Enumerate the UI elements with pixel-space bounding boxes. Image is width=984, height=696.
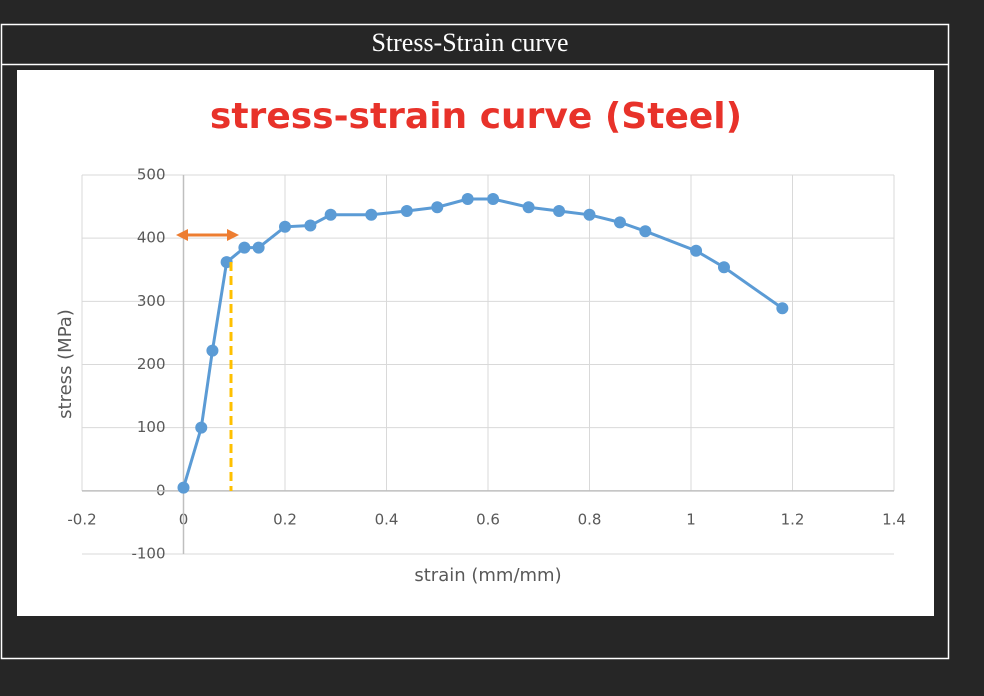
x-tick-label: 0.8	[578, 510, 602, 528]
y-tick-label: 500	[137, 166, 166, 184]
data-point	[583, 208, 596, 221]
chart-title: stress-strain curve (Steel)	[210, 96, 742, 137]
y-tick-label: 200	[137, 355, 166, 373]
plot: -1000100200300400500-0.200.20.40.60.811.…	[67, 166, 906, 563]
y-axis-title: stress (MPa)	[55, 309, 76, 419]
data-point	[238, 241, 251, 254]
y-tick-label: -100	[131, 545, 165, 563]
y-tick-label: 300	[137, 292, 166, 310]
x-tick-label: 0.2	[273, 510, 297, 528]
data-point	[195, 421, 208, 434]
y-tick-label: 100	[137, 418, 166, 436]
data-point	[252, 241, 265, 254]
data-point	[487, 193, 500, 206]
x-tick-label: 0.6	[476, 510, 500, 528]
header-title: Stress-Strain curve	[371, 28, 568, 57]
data-point	[776, 302, 789, 315]
x-tick-label: 1	[686, 510, 696, 528]
data-point	[639, 225, 652, 238]
data-point	[279, 220, 291, 233]
arrow-head	[176, 229, 188, 241]
data-point	[461, 193, 474, 206]
x-tick-label: 1.4	[882, 510, 906, 528]
series-line	[182, 197, 784, 489]
x-axis-title: strain (mm/mm)	[414, 565, 561, 586]
data-point	[690, 244, 703, 257]
data-point	[324, 208, 337, 221]
data-point	[553, 205, 566, 218]
annotations	[176, 229, 239, 491]
data-point	[365, 208, 378, 221]
data-point	[522, 201, 535, 214]
data-point	[177, 481, 190, 494]
data-point	[304, 219, 317, 232]
data-point	[613, 216, 626, 229]
x-tick-label: 1.2	[781, 510, 805, 528]
frame	[0, 23, 950, 660]
data-point	[400, 205, 413, 218]
y-tick-label: 400	[137, 229, 166, 247]
data-point	[717, 261, 730, 274]
x-tick-label: 0.4	[375, 510, 399, 528]
arrow-head	[227, 229, 239, 241]
chart-area	[17, 70, 934, 616]
data-point	[431, 201, 444, 214]
data-point	[206, 344, 219, 357]
x-tick-label: -0.2	[67, 510, 96, 528]
